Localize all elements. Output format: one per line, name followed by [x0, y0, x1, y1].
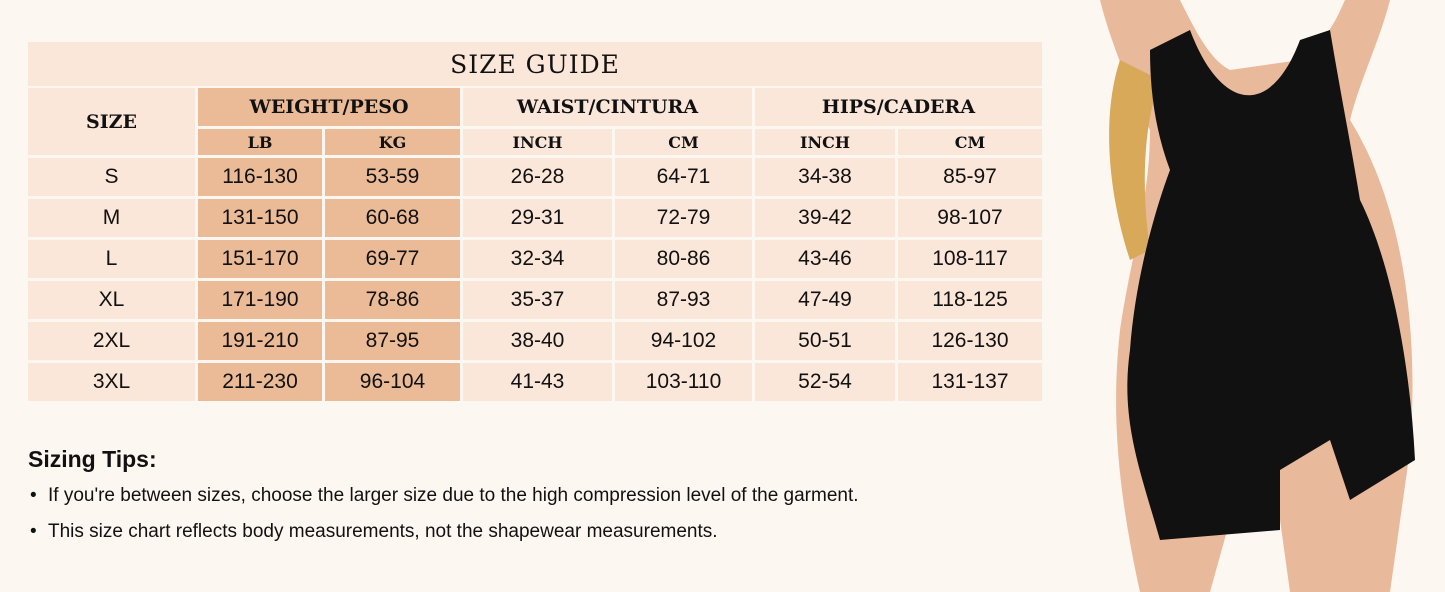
tip-item: • If you're between sizes, choose the lar…: [28, 485, 859, 507]
waist-header: WAIST/CINTURA: [463, 88, 752, 126]
value-cell: 118-125: [898, 281, 1042, 319]
value-cell: 32-34: [463, 240, 612, 278]
value-cell: 87-93: [615, 281, 752, 319]
size-table: SIZE WEIGHT/PESO WAIST/CINTURA HIPS/CADE…: [25, 85, 1045, 404]
table-row: 3XL 211-230 96-104 41-43 103-110 52-54 131-137: [28, 363, 1042, 401]
size-cell: S: [28, 158, 195, 196]
value-cell: 103-110: [615, 363, 752, 401]
value-cell: 35-37: [463, 281, 612, 319]
weight-header: WEIGHT/PESO: [198, 88, 460, 126]
size-guide-table: SIZE GUIDE SIZE WEIGHT/PESO WAIST/CINTUR…: [28, 42, 1042, 403]
value-cell: 191-210: [198, 322, 322, 360]
size-header: SIZE: [28, 88, 195, 155]
value-cell: 116-130: [198, 158, 322, 196]
size-guide-title: SIZE GUIDE: [28, 42, 1042, 86]
table-row: 2XL 191-210 87-95 38-40 94-102 50-51 126-130: [28, 322, 1042, 360]
value-cell: 39-42: [755, 199, 895, 237]
value-cell: 38-40: [463, 322, 612, 360]
value-cell: 34-38: [755, 158, 895, 196]
model-photo: [1100, 0, 1415, 592]
value-cell: 52-54: [755, 363, 895, 401]
value-cell: 29-31: [463, 199, 612, 237]
sizing-tips-heading: Sizing Tips:: [28, 446, 157, 472]
size-cell: L: [28, 240, 195, 278]
table-row: L 151-170 69-77 32-34 80-86 43-46 108-117: [28, 240, 1042, 278]
value-cell: 53-59: [325, 158, 460, 196]
value-cell: 211-230: [198, 363, 322, 401]
value-cell: 98-107: [898, 199, 1042, 237]
hips-inch-header: INCH: [755, 129, 895, 155]
value-cell: 41-43: [463, 363, 612, 401]
value-cell: 72-79: [615, 199, 752, 237]
value-cell: 78-86: [325, 281, 460, 319]
table-row: M 131-150 60-68 29-31 72-79 39-42 98-107: [28, 199, 1042, 237]
tip-text: This size chart reflects body measuremen…: [48, 521, 718, 542]
lb-header: LB: [198, 129, 322, 155]
value-cell: 96-104: [325, 363, 460, 401]
waist-cm-header: CM: [615, 129, 752, 155]
value-cell: 171-190: [198, 281, 322, 319]
value-cell: 64-71: [615, 158, 752, 196]
value-cell: 87-95: [325, 322, 460, 360]
tip-item: • This size chart reflects body measureme…: [28, 521, 859, 543]
value-cell: 108-117: [898, 240, 1042, 278]
hair: [1109, 60, 1160, 260]
value-cell: 131-150: [198, 199, 322, 237]
bullet: •: [30, 521, 37, 542]
size-cell: 3XL: [28, 363, 195, 401]
size-cell: 2XL: [28, 322, 195, 360]
bullet: •: [30, 485, 37, 506]
value-cell: 85-97: [898, 158, 1042, 196]
hips-cm-header: CM: [898, 129, 1042, 155]
value-cell: 69-77: [325, 240, 460, 278]
value-cell: 43-46: [755, 240, 895, 278]
value-cell: 126-130: [898, 322, 1042, 360]
value-cell: 80-86: [615, 240, 752, 278]
value-cell: 151-170: [198, 240, 322, 278]
value-cell: 50-51: [755, 322, 895, 360]
waist-inch-header: INCH: [463, 129, 612, 155]
kg-header: KG: [325, 129, 460, 155]
sizing-tips: Sizing Tips: • If you're between sizes, c…: [28, 446, 859, 557]
hips-header: HIPS/CADERA: [755, 88, 1042, 126]
value-cell: 47-49: [755, 281, 895, 319]
value-cell: 26-28: [463, 158, 612, 196]
size-cell: XL: [28, 281, 195, 319]
value-cell: 131-137: [898, 363, 1042, 401]
table-row: S 116-130 53-59 26-28 64-71 34-38 85-97: [28, 158, 1042, 196]
size-cell: M: [28, 199, 195, 237]
tip-text: If you're between sizes, choose the larg…: [48, 485, 859, 506]
table-row: XL 171-190 78-86 35-37 87-93 47-49 118-125: [28, 281, 1042, 319]
value-cell: 94-102: [615, 322, 752, 360]
bodysuit: [1127, 30, 1415, 540]
value-cell: 60-68: [325, 199, 460, 237]
